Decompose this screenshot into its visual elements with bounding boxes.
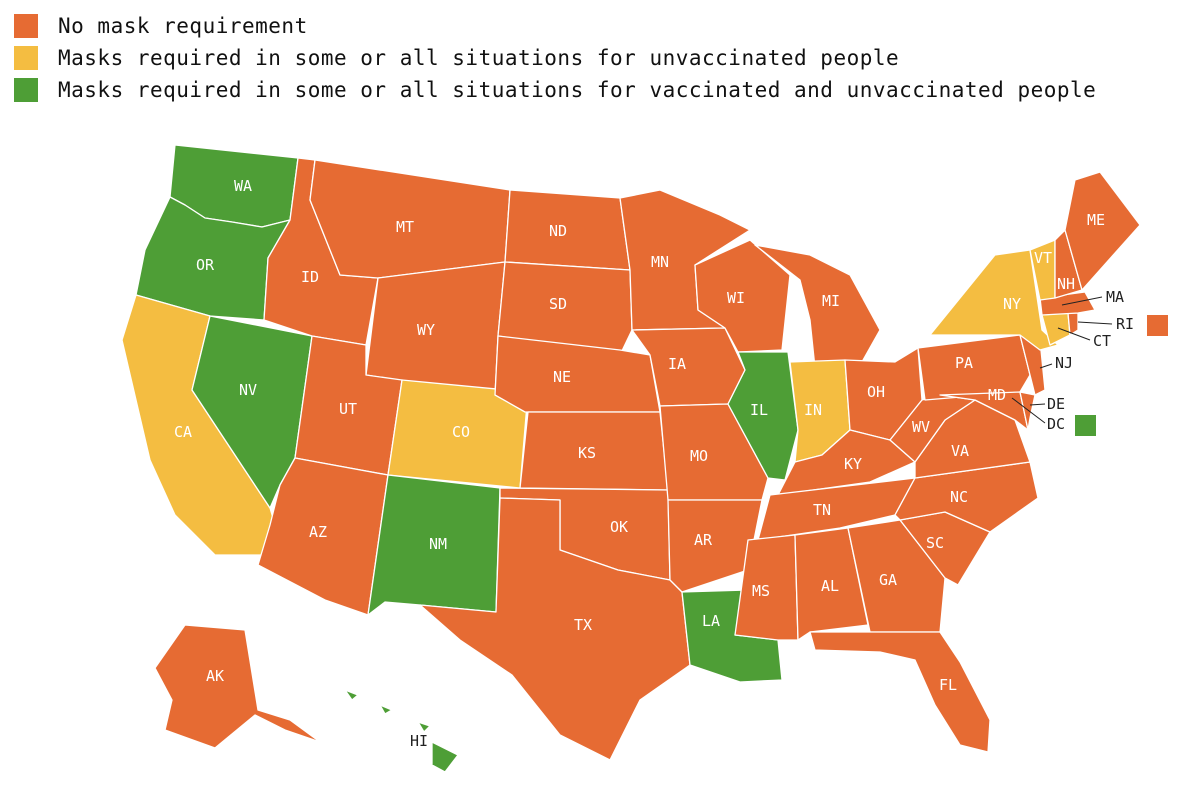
- state-al[interactable]: [794, 527, 869, 641]
- state-il[interactable]: [727, 351, 799, 481]
- label-nh: NH: [1057, 275, 1075, 293]
- label-ms: MS: [752, 582, 770, 600]
- label-md: MD: [988, 386, 1006, 404]
- state-mo[interactable]: [659, 403, 769, 501]
- label-vt: VT: [1034, 249, 1052, 267]
- label-me: ME: [1087, 211, 1105, 229]
- state-me[interactable]: [1064, 171, 1141, 291]
- state-ri[interactable]: [1067, 312, 1079, 336]
- state-sd[interactable]: [497, 261, 633, 356]
- state-ne[interactable]: [494, 335, 661, 413]
- label-oh: OH: [867, 383, 885, 401]
- label-nj: NJ: [1055, 354, 1073, 372]
- state-nd[interactable]: [504, 189, 631, 271]
- label-ia: IA: [668, 355, 686, 373]
- label-pa: PA: [955, 354, 973, 372]
- ri-callout-swatch: [1147, 315, 1168, 336]
- label-dc: DC: [1047, 415, 1065, 433]
- state-md[interactable]: [939, 391, 1029, 431]
- state-hi[interactable]: [344, 689, 459, 773]
- label-nm: NM: [429, 535, 447, 553]
- label-ri: RI: [1116, 315, 1134, 333]
- label-ct: CT: [1093, 332, 1111, 350]
- label-la: LA: [702, 612, 720, 630]
- label-wy: WY: [417, 321, 435, 339]
- legend-item-none: No mask requirement: [14, 10, 1096, 42]
- state-tx[interactable]: [419, 497, 691, 761]
- label-ne: NE: [553, 368, 571, 386]
- leader-lines: [1011, 296, 1113, 424]
- label-mi: MI: [822, 292, 840, 310]
- label-id: ID: [301, 268, 319, 286]
- legend-label-none: No mask requirement: [58, 14, 308, 38]
- label-ok: OK: [610, 518, 628, 536]
- label-il: IL: [750, 401, 768, 419]
- label-va: VA: [951, 442, 969, 460]
- state-ar[interactable]: [667, 499, 763, 593]
- label-in: IN: [804, 401, 822, 419]
- label-wi: WI: [727, 289, 745, 307]
- label-ut: UT: [339, 400, 357, 418]
- legend-label-all: Masks required in some or all situations…: [58, 78, 1097, 102]
- label-sd: SD: [549, 295, 567, 313]
- legend-item-unvaccinated: Masks required in some or all situations…: [14, 42, 1096, 74]
- state-ms[interactable]: [734, 534, 799, 641]
- label-ks: KS: [578, 444, 596, 462]
- label-nc: NC: [950, 488, 968, 506]
- dc-callout-swatch: [1075, 415, 1096, 436]
- label-sc: SC: [926, 534, 944, 552]
- legend-swatch-unvaccinated: [14, 46, 38, 70]
- label-tx: TX: [574, 616, 592, 634]
- states-layer: [121, 144, 1141, 773]
- label-hi: HI: [410, 732, 428, 750]
- state-pa[interactable]: [917, 334, 1031, 401]
- legend: No mask requirement Masks required in so…: [14, 10, 1096, 106]
- label-wv: WV: [912, 418, 930, 436]
- label-ky: KY: [844, 455, 862, 473]
- label-nv: NV: [239, 381, 257, 399]
- state-fl[interactable]: [809, 631, 991, 753]
- label-de: DE: [1047, 395, 1065, 413]
- state-tn[interactable]: [757, 477, 916, 541]
- label-ma: MA: [1106, 288, 1124, 306]
- label-ar: AR: [694, 531, 713, 549]
- legend-label-unvaccinated: Masks required in some or all situations…: [58, 46, 900, 70]
- label-ga: GA: [879, 571, 897, 589]
- label-nd: ND: [549, 222, 567, 240]
- legend-item-all: Masks required in some or all situations…: [14, 74, 1096, 106]
- label-ny: NY: [1003, 295, 1021, 313]
- state-ga[interactable]: [847, 519, 946, 633]
- label-mn: MN: [651, 253, 669, 271]
- label-ak: AK: [206, 667, 224, 685]
- state-de[interactable]: [1019, 391, 1036, 431]
- label-wa: WA: [234, 177, 252, 195]
- state-ak[interactable]: [154, 624, 321, 749]
- label-fl: FL: [939, 676, 957, 694]
- state-wy[interactable]: [365, 261, 506, 396]
- label-mt: MT: [396, 218, 414, 236]
- label-tn: TN: [813, 501, 831, 519]
- label-mo: MO: [690, 447, 708, 465]
- label-al: AL: [821, 577, 839, 595]
- legend-swatch-all: [14, 78, 38, 102]
- label-az: AZ: [309, 523, 327, 541]
- legend-swatch-none: [14, 14, 38, 38]
- label-or: OR: [196, 256, 215, 274]
- label-co: CO: [452, 423, 470, 441]
- label-ca: CA: [174, 423, 192, 441]
- state-labels: WA OR CA NV ID MT WY UT AZ CO NM ND SD N…: [174, 177, 1134, 750]
